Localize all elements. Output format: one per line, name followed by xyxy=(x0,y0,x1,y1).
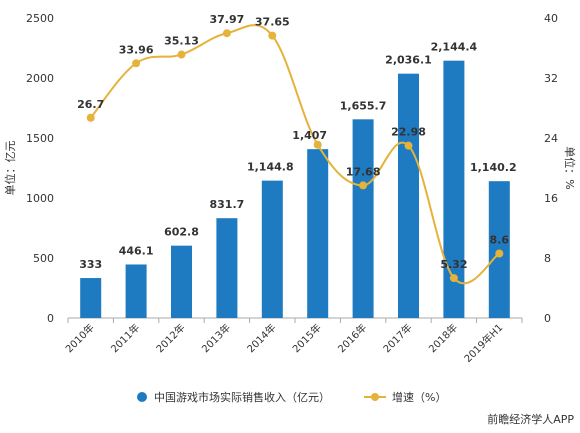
y-right-tick-label: 32 xyxy=(544,72,558,85)
line-value-label: 37.97 xyxy=(210,13,245,26)
y-left-tick-label: 1500 xyxy=(26,132,54,145)
y-left-tick-label: 500 xyxy=(33,252,54,265)
y-right-tick-label: 0 xyxy=(544,312,551,325)
y-right-tick-label: 24 xyxy=(544,132,558,145)
bar-value-label: 1,407 xyxy=(292,129,327,142)
y-left-tick-label: 1000 xyxy=(26,192,54,205)
line-value-label: 8.6 xyxy=(490,234,510,247)
x-tick-label: 2019年H1 xyxy=(461,321,505,365)
line-point xyxy=(495,249,504,258)
bar xyxy=(216,218,238,318)
y-left-axis-title: 单位：亿元 xyxy=(3,141,17,196)
legend-swatch-bar xyxy=(137,392,147,402)
bar-value-label: 446.1 xyxy=(119,244,154,257)
bar xyxy=(171,245,192,318)
bar xyxy=(398,73,419,318)
growth-line xyxy=(89,24,500,285)
y-right-tick-label: 40 xyxy=(544,12,558,25)
bar-value-label: 2,144.4 xyxy=(431,41,478,54)
line-point xyxy=(313,140,322,149)
bar xyxy=(261,180,283,318)
bar-value-label: 602.8 xyxy=(164,226,199,239)
bar xyxy=(443,60,465,319)
bar-value-label: 333 xyxy=(79,258,102,271)
x-tick-label: 2012年 xyxy=(153,321,187,355)
x-tick-label: 2017年 xyxy=(380,321,414,355)
bar-value-label: 1,140.2 xyxy=(470,161,517,174)
y-left-tick-label: 0 xyxy=(47,312,54,325)
legend-swatch-line-dot xyxy=(371,393,379,401)
footer-source-label: 前瞻经济学人APP xyxy=(487,413,574,426)
x-tick-label: 2013年 xyxy=(199,321,233,355)
x-tick-label: 2018年 xyxy=(426,321,460,355)
bar-value-label: 1,144.8 xyxy=(247,161,294,174)
line-value-label: 33.96 xyxy=(119,43,154,56)
x-tick-label: 2011年 xyxy=(108,321,142,355)
bar xyxy=(352,119,374,318)
bar-series xyxy=(80,60,510,319)
line-point xyxy=(449,274,458,283)
line-point xyxy=(268,31,277,40)
x-tick-label: 2014年 xyxy=(244,321,278,355)
y-right-tick-label: 8 xyxy=(544,252,551,265)
x-tick-label: 2015年 xyxy=(290,321,324,355)
y-left-tick-label: 2000 xyxy=(26,72,54,85)
legend: 中国游戏市场实际销售收入（亿元） 增速（%） xyxy=(137,390,446,404)
line-point xyxy=(222,29,231,38)
line-value-label: 5.32 xyxy=(440,258,467,271)
y-left-tick-label: 2500 xyxy=(26,12,54,25)
x-tick-label: 2016年 xyxy=(335,321,369,355)
line-value-label: 17.68 xyxy=(346,165,381,178)
line-value-label: 26.7 xyxy=(77,98,104,111)
x-tick-label: 2010年 xyxy=(63,321,97,355)
data-labels: 333 446.1 602.8 831.7 1,144.8 1,407 1,655.7 2,0… xyxy=(77,13,516,271)
line-point xyxy=(404,141,413,150)
bar xyxy=(80,278,102,318)
bar-value-label: 1,655.7 xyxy=(340,99,387,112)
bar-value-label: 831.7 xyxy=(210,198,245,211)
line-point xyxy=(359,181,368,190)
bar-value-label: 2,036.1 xyxy=(385,54,432,67)
line-value-label: 35.13 xyxy=(164,35,199,48)
y-right-axis-title: 单位：% xyxy=(563,146,577,189)
bar xyxy=(125,264,147,318)
legend-label-line: 增速（%） xyxy=(392,390,446,404)
legend-label-bar: 中国游戏市场实际销售收入（亿元） xyxy=(154,390,330,404)
line-point xyxy=(86,113,95,122)
line-series xyxy=(86,24,504,285)
line-value-label: 37.65 xyxy=(255,16,290,29)
line-value-label: 22.98 xyxy=(391,126,426,139)
line-point xyxy=(132,59,141,68)
bar xyxy=(307,149,329,318)
line-point xyxy=(177,50,186,59)
y-right-tick-label: 16 xyxy=(544,192,558,205)
